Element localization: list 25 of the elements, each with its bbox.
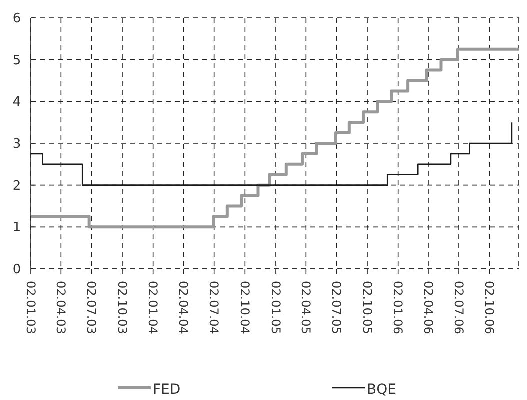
x-tick-label: 02.10.03 <box>115 281 130 334</box>
x-tick-label: 02.01.03 <box>24 281 38 334</box>
y-tick-label: 1 <box>12 220 22 236</box>
x-tick-label: 02.10.06 <box>482 281 497 334</box>
x-tick-label: 02.01.06 <box>391 281 406 334</box>
legend-label: FED <box>153 382 181 398</box>
x-tick-label: 02.10.04 <box>238 281 252 334</box>
x-tick-label: 02.07.04 <box>207 281 222 334</box>
x-tick-label: 02.04.05 <box>298 281 313 334</box>
y-tick-label: 4 <box>12 95 22 110</box>
y-tick-label: 2 <box>12 178 22 194</box>
x-tick-label: 02.10.05 <box>360 281 374 334</box>
x-tick-label: 02.04.03 <box>54 281 68 334</box>
x-tick-label: 02.04.04 <box>176 281 191 334</box>
x-tick-label: 02.07.05 <box>329 281 344 334</box>
x-tick-label: 02.07.06 <box>452 281 466 334</box>
x-tick-label: 02.07.03 <box>84 281 98 334</box>
legend-label: BQE <box>367 382 396 398</box>
x-tick-label: 02.01.04 <box>146 281 160 334</box>
y-tick-label: 5 <box>12 53 22 68</box>
y-tick-label: 3 <box>12 137 22 152</box>
y-tick-label: 0 <box>12 262 22 278</box>
x-tick-label: 02.01.05 <box>268 281 283 334</box>
y-tick-label: 6 <box>12 12 22 27</box>
x-tick-label: 02.04.06 <box>421 281 436 334</box>
